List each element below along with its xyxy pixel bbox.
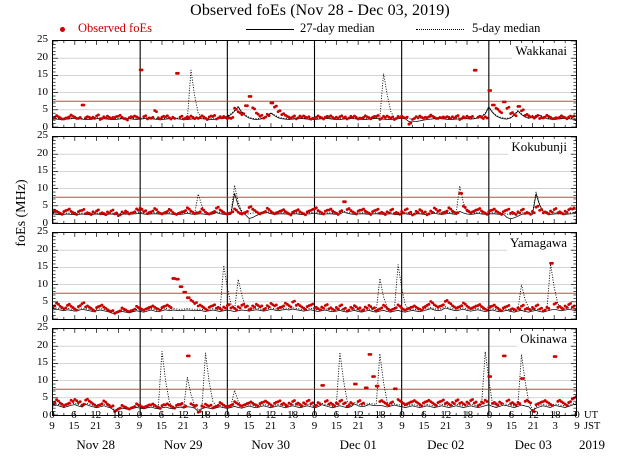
y-tick-label: 25 [37,129,48,141]
panel-kokubunji: Kokubunji [52,136,577,224]
legend: Observed foEs 27-day median 5-day median [0,21,640,37]
y-tick-label: 5 [42,295,49,308]
x-tick-label: 6 15 [155,409,167,432]
x-tick-label: 12 21 [177,409,189,432]
legend-median27-label: 27-day median [300,21,375,35]
station-label-okinawa: Okinawa [517,331,570,347]
x-tick-label: 12 21 [440,409,452,432]
day-label: Dec 02 [427,437,465,452]
y-tick-label: 10 [37,373,48,386]
y-tick-label: 20 [37,50,48,63]
legend-median27-line-icon [246,29,294,30]
y-tick-label: 25 [37,225,48,237]
x-axis: 0 9 6 15 12 21 18 3 Nov 28 0 9 6 15 12 21 18 3 Nov 29 0 9 6 1… [0,406,640,456]
legend-observed-label: Observed foEs [78,21,152,35]
panel-wakkanai: Wakkanai [52,40,577,128]
day-label: Dec 01 [339,437,377,452]
y-tick-label: 5 [42,391,49,404]
legend-observed-marker-icon [60,27,65,32]
panel-okinawa: Okinawa [52,328,577,416]
y-tick-label: 10 [37,277,48,290]
x-tick-label: 12 21 [352,409,364,432]
x-tick-label: 12 21 [90,409,102,432]
x-tick-label: 6 15 [505,409,517,432]
day-label: Nov 29 [163,437,203,452]
y-tick-label: 5 [42,199,49,212]
x-tick-label: 12 21 [527,409,539,432]
y-tick-label: 20 [37,146,48,159]
y-tick-label: 15 [37,164,48,177]
y-tick-label: 0 [42,121,49,133]
y-tick-label: 20 [37,338,48,351]
panel-yamagawa: Yamagawa [52,232,577,320]
y-tick-label: 0 [42,217,49,229]
x-tick-label: 6 15 [68,409,80,432]
y-tick-label: 5 [42,103,49,116]
x-tick-label: 18 3 [374,409,386,432]
y-tick-label: 15 [37,260,48,273]
y-tick-label: 25 [37,33,48,45]
x-tick-label: 18 3 [112,409,124,432]
station-label-yamagawa: Yamagawa [506,235,570,251]
legend-median5-label: 5-day median [472,21,541,35]
x-tick-label: 6 15 [418,409,430,432]
y-tick-label: 10 [37,85,48,98]
station-label-wakkanai: Wakkanai [512,43,570,59]
station-label-kokubunji: Kokubunji [508,139,570,155]
y-tick-label: 0 [42,409,49,421]
x-tick-label: 6 15 [243,409,255,432]
day-label: Dec 03 [514,437,552,452]
timezone-corner-label: UT JST [584,410,601,432]
y-tick-label: 25 [37,321,48,333]
year-label: 2019 [579,437,605,452]
day-label: Nov 30 [251,437,291,452]
y-tick-label: 15 [37,68,48,81]
x-tick-label: 12 21 [265,409,277,432]
x-tick-label: 18 3 [199,409,211,432]
legend-median5-line-icon [416,29,464,30]
y-tick-label: 0 [42,313,49,325]
y-tick-label: 15 [37,356,48,369]
x-tick-label: 18 3 [462,409,474,432]
y-tick-label: 20 [37,242,48,255]
y-tick-label: 10 [37,181,48,194]
x-tick-label: 6 15 [330,409,342,432]
x-tick-label: 18 3 [549,409,561,432]
day-label: Nov 28 [76,437,116,452]
page-title: Observed foEs (Nov 28 - Dec 03, 2019) [190,2,450,19]
x-tick-label: 18 3 [287,409,299,432]
